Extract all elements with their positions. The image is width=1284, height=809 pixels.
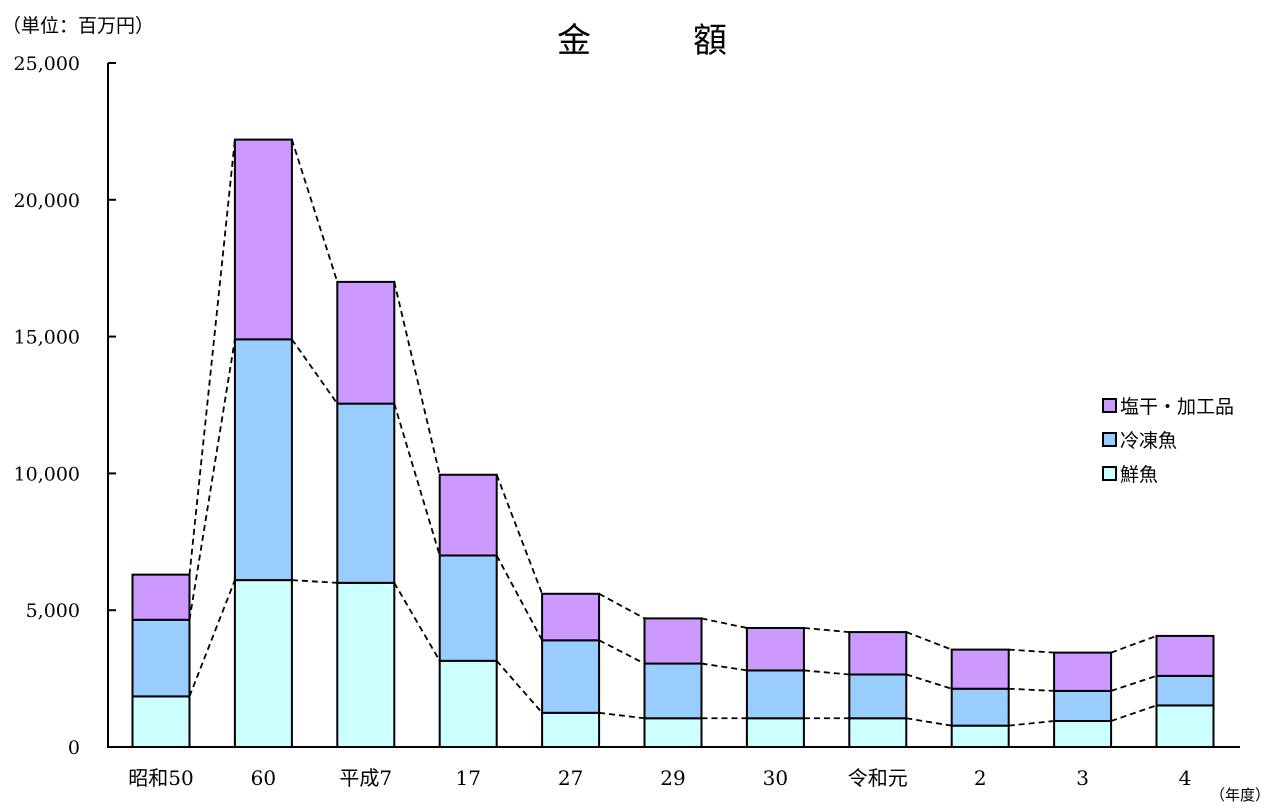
series-connector-line <box>393 281 441 475</box>
series-connector-line <box>1008 720 1055 727</box>
series-connector-line <box>1110 675 1157 692</box>
bar-segment <box>541 592 601 642</box>
bar-segment <box>541 639 601 714</box>
legend-item: 鮮魚 <box>1102 456 1234 490</box>
bar-segment <box>1053 689 1113 723</box>
legend-swatch <box>1102 431 1117 447</box>
x-tick-label: 17 <box>455 766 480 790</box>
series-connector-line <box>291 338 339 405</box>
bar-segment <box>950 687 1010 727</box>
legend-swatch <box>1102 397 1117 413</box>
series-connector-line <box>905 631 953 651</box>
legend-item: 冷凍魚 <box>1102 422 1234 456</box>
bar-segment <box>336 280 396 405</box>
bar-segment <box>541 711 601 748</box>
bar-segment <box>1053 651 1113 692</box>
bar-segment <box>848 673 908 720</box>
unit-label: （単位：百万円） <box>2 15 154 37</box>
y-tick-label: 0 <box>68 737 80 759</box>
y-tick-label: 20,000 <box>14 190 80 212</box>
bar-segment <box>233 338 293 582</box>
series-connector-line <box>495 474 543 595</box>
series-connector-line <box>906 717 952 727</box>
bar-segment <box>336 402 396 584</box>
x-tick-label: 昭和50 <box>128 766 193 790</box>
bar-segment <box>438 659 498 748</box>
x-tick-label: 30 <box>763 766 788 790</box>
series-connector-line <box>598 592 645 620</box>
legend-label: 冷凍魚 <box>1120 429 1178 452</box>
x-tick-label: 60 <box>251 766 276 790</box>
bar-segment <box>233 579 293 748</box>
bar-segment <box>1155 674 1215 707</box>
x-tick-label: 2 <box>974 766 987 790</box>
bar-segment <box>848 717 908 748</box>
bar-segment <box>1053 720 1113 748</box>
series-connector-line <box>188 579 236 697</box>
y-tick-label: 5,000 <box>26 600 80 622</box>
series-connector-line <box>803 669 850 676</box>
bar-segment <box>745 669 805 720</box>
bar-segment <box>438 473 498 557</box>
bar-segment <box>131 573 191 621</box>
series-connector-line <box>701 662 748 672</box>
y-tick-label: 15,000 <box>14 327 80 349</box>
bar-segment <box>643 617 703 665</box>
x-tick-label: 29 <box>660 766 685 790</box>
bar-segment <box>745 626 805 672</box>
bar-segment <box>848 631 908 676</box>
x-tick-label: 27 <box>558 766 583 790</box>
x-tick-label: 3 <box>1076 766 1089 790</box>
series-connector-line <box>188 139 236 575</box>
series-connector-line <box>906 673 952 690</box>
series-connector-line <box>1110 704 1157 722</box>
legend-item: 塩干・加工品 <box>1102 388 1234 422</box>
bar-segment <box>131 618 191 698</box>
bar-segment <box>1155 704 1215 748</box>
legend-label: 塩干・加工品 <box>1120 395 1235 418</box>
bar-segment <box>233 138 293 341</box>
bar-segment <box>950 648 1010 690</box>
y-tick-label: 25,000 <box>14 53 80 75</box>
legend-swatch <box>1102 465 1117 481</box>
series-connector-line <box>1110 635 1157 654</box>
series-connector-line <box>393 403 441 556</box>
series-connector-line <box>188 339 236 620</box>
series-connector-line <box>803 627 850 633</box>
series-connector-line <box>291 139 339 283</box>
legend: 塩干・加工品 冷凍魚鮮魚 <box>1102 388 1234 490</box>
bar-segment <box>950 724 1010 748</box>
bar-segment <box>438 554 498 662</box>
bar-segment <box>745 717 805 748</box>
series-connector-line <box>393 582 441 662</box>
series-connector-line <box>701 617 748 629</box>
series-connector-line <box>598 639 645 665</box>
chart-title: 金 額 <box>557 21 727 61</box>
bar-segment <box>643 717 703 748</box>
x-tick-label: 4 <box>1179 766 1192 790</box>
bar-segment <box>1155 634 1215 677</box>
bar-segment <box>336 581 396 749</box>
series-connector-line <box>1008 648 1055 654</box>
series-connector-line <box>496 660 543 714</box>
legend-label: 鮮魚 <box>1120 463 1159 486</box>
plot-area: 0 5,000 10,000 15,000 20,000 25,000 昭和50 60 平成7 1… <box>14 53 1240 790</box>
bar-segment <box>643 662 703 720</box>
x-tick-label: 令和元 <box>848 766 908 790</box>
series-connector-line <box>291 579 338 584</box>
series-connector-line <box>1008 687 1055 692</box>
y-tick-label: 10,000 <box>14 463 80 485</box>
x-unit-label: （年度） <box>1210 786 1270 804</box>
series-connector-line <box>495 555 543 641</box>
x-tick-label: 平成7 <box>339 766 392 790</box>
series-connector-line <box>598 711 645 720</box>
bar-segment <box>131 695 191 748</box>
